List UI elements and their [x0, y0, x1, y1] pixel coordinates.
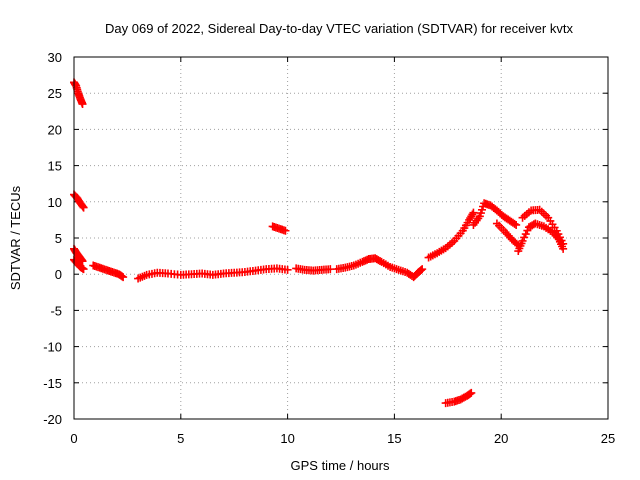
data-point: [468, 210, 477, 219]
y-tick-label: 20: [48, 122, 62, 137]
data-point: [418, 265, 427, 274]
data-point: [281, 226, 290, 235]
y-tick-label: 25: [48, 86, 62, 101]
data-point: [119, 273, 128, 282]
y-tick-label: -5: [50, 303, 62, 318]
y-tick-label: -10: [43, 340, 62, 355]
chart-title: Day 069 of 2022, Sidereal Day-to-day VTE…: [105, 21, 573, 36]
x-tick-label: 5: [177, 431, 184, 446]
data-point: [512, 220, 521, 229]
data-point: [78, 202, 87, 211]
data-point: [283, 265, 292, 274]
x-tick-label: 25: [601, 431, 615, 446]
series-arc-n: [518, 205, 568, 248]
y-tick-label: -20: [43, 412, 62, 427]
y-tick-label: -15: [43, 376, 62, 391]
data-point: [510, 219, 519, 228]
series-arc-g: [268, 222, 290, 235]
y-tick-label: 15: [48, 159, 62, 174]
data-point: [417, 266, 426, 275]
series-arc-h: [292, 264, 335, 275]
data-point: [78, 100, 87, 109]
series-arc-j: [424, 208, 478, 262]
data-point: [78, 257, 87, 266]
y-tick-label: 0: [55, 267, 62, 282]
data-point: [559, 239, 568, 248]
y-tick-label: 10: [48, 195, 62, 210]
x-tick-label: 0: [70, 431, 77, 446]
x-tick-labels: 0 5 10 15 20 25: [70, 431, 615, 446]
series-arc-a: [70, 78, 87, 109]
y-tick-labels: -20 -15 -10 -5 0 5 10 15 20 25 30: [43, 50, 62, 427]
y-axis-label: SDTVAR / TECUs: [8, 185, 23, 290]
data-point: [79, 265, 88, 274]
series-arc-f: [134, 264, 292, 283]
x-tick-label: 10: [280, 431, 294, 446]
plot-frame: [73, 56, 609, 420]
grid-lines: [74, 57, 608, 419]
data-point: [467, 388, 476, 397]
x-axis-label: GPS time / hours: [291, 458, 390, 473]
data-points: [70, 78, 568, 408]
y-tick-label: 30: [48, 50, 62, 65]
x-tick-label: 20: [494, 431, 508, 446]
y-tick-label: 5: [55, 231, 62, 246]
data-point: [469, 208, 478, 217]
series-arc-b: [70, 190, 88, 212]
series-arc-o: [441, 388, 476, 408]
x-tick-label: 15: [387, 431, 401, 446]
data-point: [79, 203, 88, 212]
series-arc-e: [89, 261, 128, 282]
series-arc-i: [332, 254, 427, 282]
series-arc-k: [469, 199, 521, 229]
